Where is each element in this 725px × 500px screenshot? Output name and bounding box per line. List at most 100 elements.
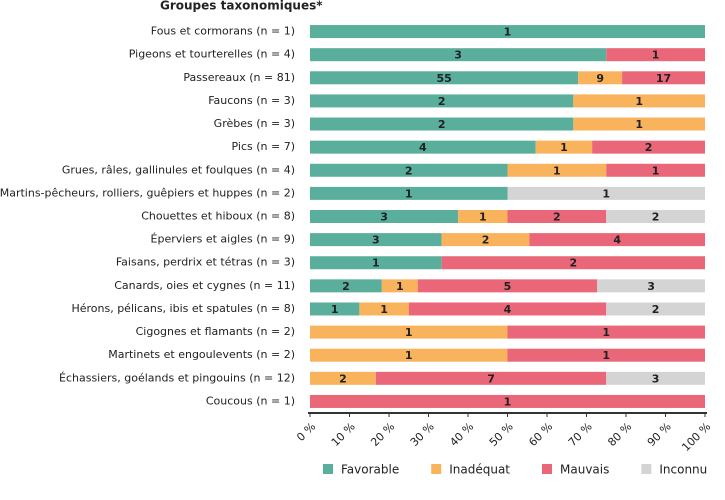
y-tick-label: Fous et cormorans (n = 1) (151, 25, 295, 38)
value-label: 3 (372, 234, 380, 247)
bar-segment (310, 233, 442, 247)
value-label: 4 (504, 303, 512, 316)
value-label: 2 (482, 234, 490, 247)
x-tick-label: 60 % (526, 420, 555, 449)
y-tick-label: Chouettes et hiboux (n = 8) (141, 210, 295, 223)
value-label: 1 (652, 164, 660, 177)
bar-segment (310, 71, 579, 85)
bar-segment (592, 140, 705, 154)
value-label: 2 (342, 280, 350, 293)
value-label: 1 (504, 26, 512, 39)
x-tick-label: 100 % (679, 420, 713, 454)
bar-segment (606, 163, 705, 177)
legend-label: Inadéquat (449, 463, 510, 477)
value-label: 3 (454, 49, 462, 62)
bar-segment (606, 210, 705, 223)
bar-segment (529, 233, 705, 247)
value-label: 1 (560, 141, 568, 154)
bar-segment (359, 302, 409, 316)
value-label: 4 (419, 141, 427, 154)
legend-swatch (542, 464, 552, 474)
x-tick-label: 40 % (447, 420, 476, 449)
value-label: 4 (613, 234, 621, 247)
value-label: 1 (553, 164, 561, 177)
value-label: 1 (396, 280, 404, 293)
value-label: 5 (504, 280, 512, 293)
value-label: 2 (652, 303, 660, 316)
bar-segment (310, 140, 536, 154)
bar-segment (535, 140, 593, 154)
bar-segment (381, 279, 418, 293)
value-label: 2 (405, 164, 413, 177)
y-tick-label: Canards, oies et cygnes (n = 11) (114, 279, 295, 292)
bar-segment (310, 186, 508, 200)
y-tick-label: Échassiers, goélands et pingouins (n = 1… (59, 371, 295, 384)
value-label: 1 (652, 49, 660, 62)
bar-segment (573, 117, 705, 131)
legend-label: Inconnu (659, 463, 707, 477)
value-label: 1 (504, 395, 512, 408)
legend-label: Favorable (341, 463, 399, 477)
value-label: 1 (602, 326, 610, 339)
bar-segment (408, 302, 607, 316)
bar-segment (310, 325, 508, 339)
value-label: 2 (652, 211, 660, 224)
value-label: 1 (635, 95, 643, 108)
value-label: 2 (438, 95, 446, 108)
value-label: 3 (647, 280, 655, 293)
bar-segment (507, 163, 607, 177)
bar-segment (441, 256, 705, 270)
bar-segment (606, 48, 705, 62)
bar-segment (310, 117, 574, 131)
bar-segment (606, 302, 705, 316)
y-tick-label: Passereaux (n = 81) (183, 71, 295, 84)
legend-swatch (641, 464, 652, 474)
bar-segment (441, 233, 530, 247)
y-tick-label: Martins-pêcheurs, rolliers, guêpiers et … (0, 186, 295, 199)
value-label: 2 (339, 372, 347, 385)
bar-segment (507, 210, 607, 223)
value-label: 1 (479, 211, 487, 224)
x-tick-label: 70 % (566, 420, 595, 449)
value-label: 9 (596, 72, 604, 85)
bar-segment (597, 279, 705, 293)
value-label: 1 (372, 257, 380, 270)
bar-segment (310, 94, 574, 108)
value-label: 2 (438, 118, 446, 131)
x-tick-label: 20 % (368, 420, 397, 449)
value-label: 1 (405, 326, 413, 339)
legend-swatch (323, 464, 333, 474)
bar-segment (310, 394, 705, 408)
value-label: 1 (380, 303, 388, 316)
y-tick-label: Martinets et engoulevents (n = 2) (108, 348, 295, 361)
bar-segment (417, 279, 598, 293)
y-tick-label: Coucous (n = 1) (206, 394, 295, 407)
x-tick-label: 50 % (487, 420, 516, 449)
value-label: 1 (405, 187, 413, 200)
bar-segment (310, 256, 442, 270)
value-label: 2 (553, 211, 561, 224)
value-label: 3 (652, 372, 660, 385)
chart-title: Groupes taxonomiques* (160, 0, 323, 13)
value-label: 2 (645, 141, 653, 154)
x-tick-label: 30 % (408, 420, 437, 449)
bar-segment (310, 25, 705, 39)
y-tick-label: Grèbes (n = 3) (214, 117, 295, 130)
value-label: 55 (436, 72, 451, 85)
x-tick-label: 10 % (329, 420, 358, 449)
bar-segment (375, 371, 607, 385)
value-label: 1 (602, 187, 610, 200)
x-tick-label: 0 % (294, 420, 318, 444)
legend-label: Mauvais (560, 463, 609, 477)
x-tick-label: 80 % (605, 420, 634, 449)
y-tick-label: Faucons (n = 3) (208, 94, 295, 107)
y-tick-label: Hérons, pélicans, ibis et spatules (n = … (71, 302, 295, 315)
bar-segment (622, 71, 705, 85)
bar-segment (310, 279, 382, 293)
bar-segment (507, 325, 705, 339)
value-label: 7 (487, 372, 495, 385)
x-tick-label: 90 % (645, 420, 674, 449)
value-label: 1 (331, 303, 339, 316)
y-tick-label: Pigeons et tourterelles (n = 4) (129, 48, 295, 61)
